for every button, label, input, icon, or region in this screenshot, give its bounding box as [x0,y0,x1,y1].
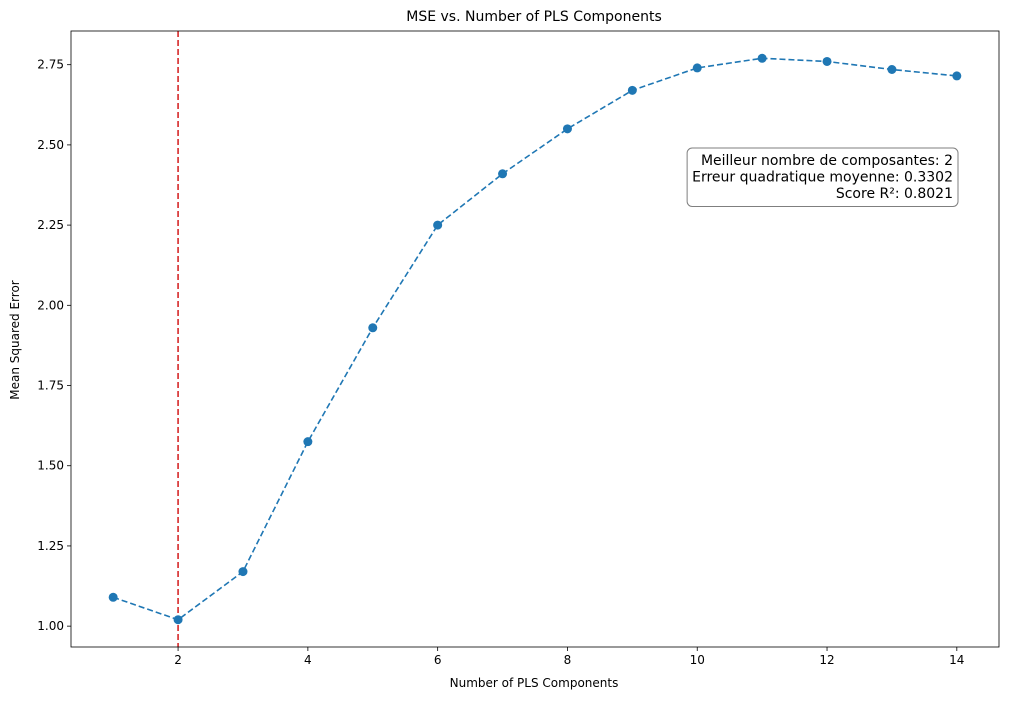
y-tick-label: 2.50 [37,138,64,152]
x-tick-label: 8 [564,653,572,667]
data-point [173,615,183,625]
x-tick-label: 10 [690,653,705,667]
data-point [692,63,702,73]
chart-title: MSE vs. Number of PLS Components [406,9,662,25]
plot-frame [70,30,1000,648]
x-tick-label: 6 [434,653,442,667]
data-point [108,592,118,602]
data-point [498,169,508,179]
plot-area: 2 4 6 8 10 12 14 1.00 1.25 1.50 1.75 2.00 2.25 2.50 2.… [37,30,1000,667]
x-tick-label: 2 [174,653,182,667]
x-tick-label: 4 [304,653,312,667]
data-point [562,124,572,134]
y-tick-label: 2.75 [37,58,64,72]
x-axis-label: Number of PLS Components [450,676,619,690]
y-tick-label: 1.00 [37,619,64,633]
annotation-line: Erreur quadratique moyenne: 0.3302 [692,170,953,186]
y-tick-label: 1.50 [37,459,64,473]
data-point [368,323,378,333]
data-point [433,220,443,230]
data-point [303,437,313,447]
x-tick-label: 12 [819,653,834,667]
data-point [238,567,248,577]
data-point [822,56,832,66]
data-point [887,65,897,74]
annotation-line: Meilleur nombre de composantes: 2 [701,153,953,169]
data-point [757,53,767,63]
x-tick-label: 14 [949,653,964,667]
annotation-line: Score R²: 0.8021 [836,186,953,202]
y-axis-label: Mean Squared Error [8,280,22,400]
data-point [952,71,962,81]
series-line [112,57,957,621]
annotation-box [686,147,959,207]
y-tick-label: 1.25 [37,539,64,553]
y-tick-label: 2.00 [37,298,64,312]
data-point [627,85,637,95]
y-tick-label: 1.75 [37,379,64,393]
y-tick-label: 2.25 [37,218,64,232]
